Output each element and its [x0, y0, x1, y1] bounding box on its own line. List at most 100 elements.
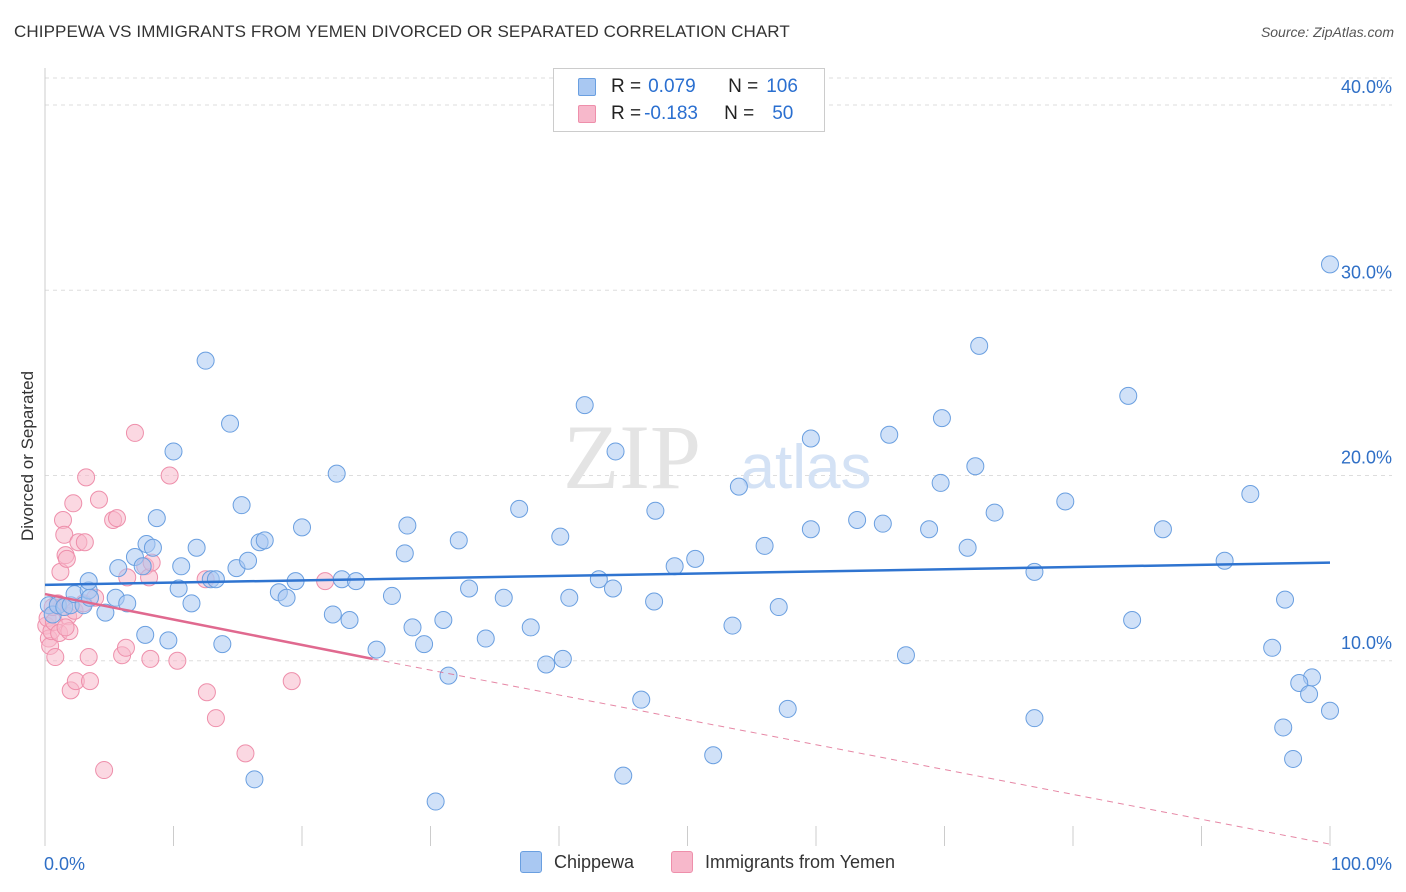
chippewa-point: [665, 557, 684, 576]
yemen-point: [206, 709, 225, 728]
y-tick-label: 40.0%: [1341, 77, 1392, 97]
chippewa-point: [575, 396, 594, 415]
chippewa-point: [79, 572, 98, 591]
bottom-legend-chippewa: Chippewa: [520, 851, 634, 873]
chippewa-point: [958, 538, 977, 557]
chippewa-point: [632, 690, 651, 709]
chippewa-point: [460, 579, 479, 598]
chippewa-point: [1276, 590, 1295, 609]
yemen-point: [56, 618, 75, 637]
chippewa-point: [327, 464, 346, 483]
yemen-point: [236, 744, 255, 763]
chippewa-point: [232, 496, 251, 515]
yemen-point: [116, 638, 135, 657]
chippewa-point: [704, 746, 723, 765]
chippewa-point: [136, 625, 155, 644]
chippewa-point: [159, 631, 178, 650]
x-tick-label: 100.0%: [1331, 854, 1392, 874]
chippewa-point: [206, 570, 225, 589]
legend-r-label: R =: [611, 103, 642, 124]
chippewa-point: [245, 770, 264, 789]
chippewa-point: [931, 473, 950, 492]
watermark-zip: ZIP: [563, 406, 701, 508]
chippewa-point: [96, 603, 115, 622]
chippewa-point: [769, 598, 788, 617]
chippewa-point: [449, 531, 468, 550]
legend-n-label: N =: [724, 103, 755, 124]
chippewa-point: [510, 499, 529, 518]
chippewa-point: [1025, 709, 1044, 728]
y-tick-label: 20.0%: [1341, 448, 1392, 468]
chippewa-point: [221, 414, 240, 433]
y-axis-label: Divorced or Separated: [18, 371, 37, 541]
chippewa-point: [603, 579, 622, 598]
chippewa-point: [439, 666, 458, 685]
legend-r-value: 0.079: [648, 76, 696, 97]
chippewa-point: [1300, 685, 1319, 704]
chippewa-point: [133, 557, 152, 576]
legend-n-value: 50: [772, 103, 794, 124]
legend-swatch-chippewa: [578, 78, 596, 96]
chippewa-point: [686, 549, 705, 568]
yemen-point: [55, 525, 74, 544]
chippewa-point: [323, 605, 342, 624]
chippewa-point: [1284, 749, 1303, 768]
chippewa-point: [426, 792, 445, 811]
chippewa-point: [1263, 638, 1282, 657]
bottom-legend-swatch-yemen: [671, 851, 693, 873]
chippewa-point: [1123, 611, 1142, 630]
chippewa-point: [723, 616, 742, 635]
chippewa-point: [340, 611, 359, 630]
yemen-point: [107, 509, 126, 528]
chippewa-point: [1274, 718, 1293, 737]
legend-swatch-yemen: [578, 105, 596, 123]
chippewa-point: [1119, 386, 1138, 405]
yemen-point: [75, 533, 94, 552]
chippewa-point: [873, 514, 892, 533]
chippewa-point: [896, 646, 915, 665]
chippewa-trend-line: [44, 561, 1331, 587]
yemen-point: [160, 466, 179, 485]
chippewa-point: [920, 520, 939, 539]
chippewa-point: [239, 551, 258, 570]
chippewa-point: [606, 442, 625, 461]
yemen-point: [57, 549, 76, 568]
chippewa-point: [966, 457, 985, 476]
yemen-point: [95, 761, 114, 780]
chippewa-point: [277, 588, 296, 607]
yemen-point: [125, 423, 144, 442]
chippewa-point: [1241, 485, 1260, 504]
yemen-point: [282, 672, 301, 691]
source-label: Source: ZipAtlas.com: [1260, 24, 1394, 40]
yemen-point: [79, 648, 98, 667]
legend-row-chippewa: R = 0.079 N = 106: [578, 75, 798, 99]
chippewa-point: [614, 766, 633, 785]
yemen-point: [89, 490, 108, 509]
chippewa-point: [147, 509, 166, 528]
chippewa-point: [646, 501, 665, 520]
chippewa-point: [1321, 255, 1339, 274]
chippewa-point: [382, 586, 401, 605]
axis-layer: 10.0% 20.0% 30.0% 40.0% 0.0% 100.0%: [44, 68, 1392, 874]
legend-r-value: -0.183: [644, 103, 698, 124]
legend-n-label: N =: [728, 76, 759, 97]
chippewa-point: [645, 592, 664, 611]
chippewa-point: [985, 503, 1004, 522]
yemen-point: [77, 468, 96, 487]
chippewa-point: [255, 531, 274, 550]
bottom-legend-label: Immigrants from Yemen: [705, 851, 896, 872]
y-tick-label: 10.0%: [1341, 633, 1392, 653]
chippewa-point: [932, 409, 951, 428]
chart-title: CHIPPEWA VS IMMIGRANTS FROM YEMEN DIVORC…: [14, 22, 790, 41]
chippewa-point: [848, 510, 867, 529]
chippewa-point: [880, 425, 899, 444]
chippewa-point: [164, 442, 183, 461]
chippewa-point: [801, 520, 820, 539]
yemen-point: [141, 649, 160, 668]
chippewa-point: [196, 351, 215, 370]
chippewa-point: [1153, 520, 1172, 539]
chippewa-point: [537, 655, 556, 674]
chippewa-point: [560, 588, 579, 607]
yemen-point: [168, 651, 187, 670]
